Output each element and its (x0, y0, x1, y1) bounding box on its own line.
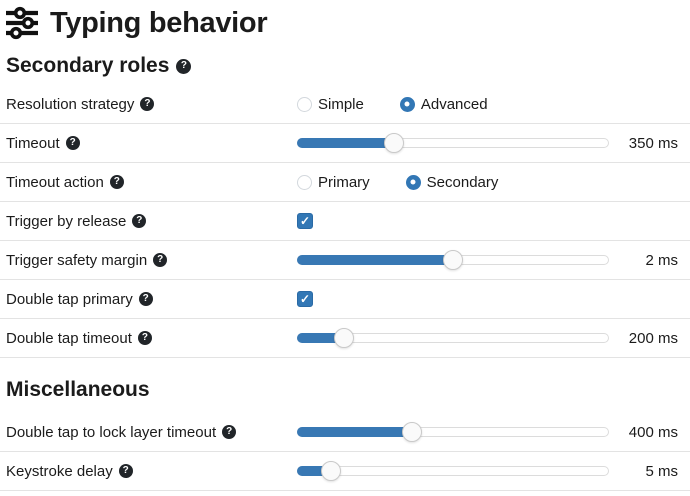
help-icon[interactable]: ? (222, 425, 237, 439)
row-label: Double tap timeout (6, 329, 132, 347)
slider-fill (297, 255, 453, 265)
row-label: Trigger safety margin (6, 251, 148, 269)
slider-thumb[interactable] (333, 328, 354, 348)
row-label: Resolution strategy (6, 95, 135, 113)
radio-option-secondary[interactable]: Secondary (405, 173, 499, 191)
section-heading-secondary-roles: Secondary roles ? (0, 54, 690, 78)
resolution-strategy-radio-group: Simple Advanced (297, 96, 611, 113)
help-icon[interactable]: ? (132, 214, 147, 228)
slider-fill (297, 333, 344, 343)
timeout-action-radio-group: Primary Secondary (297, 174, 611, 191)
page-title: Typing behavior (50, 6, 268, 39)
help-icon[interactable]: ? (176, 58, 192, 74)
radio-label: Secondary (426, 173, 499, 191)
radio-icon[interactable] (297, 174, 312, 190)
trigger-by-release-checkbox[interactable] (297, 213, 313, 229)
slider-thumb[interactable] (402, 422, 423, 442)
radio-label: Primary (318, 173, 370, 191)
row-label: Double tap primary (6, 290, 133, 308)
help-icon[interactable]: ? (118, 464, 133, 478)
slider-fill (297, 138, 394, 148)
section-heading-miscellaneous: Miscellaneous (0, 378, 690, 402)
timeout-slider[interactable] (297, 133, 609, 153)
help-icon[interactable]: ? (65, 136, 80, 150)
help-icon[interactable]: ? (153, 253, 168, 267)
row-double-tap-timeout: Double tap timeout ? 200 ms (0, 319, 690, 358)
row-timeout-action: Timeout action ? Primary Secondary (0, 163, 690, 202)
double-tap-timeout-value: 200 ms (628, 329, 678, 347)
keystroke-delay-slider[interactable] (297, 461, 609, 481)
help-icon[interactable]: ? (137, 331, 152, 345)
radio-icon[interactable] (297, 96, 312, 112)
row-resolution-strategy: Resolution strategy ? Simple Advanced (0, 85, 690, 124)
section-title: Secondary roles (6, 54, 170, 77)
help-icon[interactable]: ? (109, 175, 124, 189)
slider-track[interactable] (297, 466, 609, 476)
help-icon[interactable]: ? (140, 97, 155, 111)
radio-label: Advanced (420, 95, 488, 113)
slider-fill (297, 466, 332, 476)
row-keystroke-delay: Keystroke delay ? 5 ms (0, 452, 690, 491)
row-trigger-by-release: Trigger by release ? (0, 202, 690, 241)
slider-thumb[interactable] (383, 133, 404, 153)
radio-option-advanced[interactable]: Advanced (399, 95, 488, 113)
radio-option-simple[interactable]: Simple (297, 96, 364, 113)
double-tap-primary-checkbox[interactable] (297, 291, 313, 307)
slider-thumb[interactable] (443, 250, 463, 270)
row-double-tap-lock-layer-timeout: Double tap to lock layer timeout ? 400 m… (0, 413, 690, 452)
row-label: Timeout action (6, 173, 104, 191)
timeout-value: 350 ms (628, 134, 678, 152)
row-trigger-safety-margin: Trigger safety margin ? 2 ms (0, 241, 690, 280)
radio-icon[interactable] (405, 174, 421, 190)
help-icon[interactable]: ? (138, 292, 153, 306)
radio-icon[interactable] (399, 96, 415, 112)
page-header: Typing behavior (0, 4, 690, 42)
double-tap-lock-layer-timeout-slider[interactable] (297, 422, 609, 442)
keystroke-delay-value: 5 ms (645, 462, 678, 480)
sliders-icon (4, 6, 40, 40)
trigger-safety-margin-value: 2 ms (645, 251, 678, 269)
slider-fill (297, 427, 413, 437)
double-tap-lock-layer-timeout-value: 400 ms (628, 423, 678, 441)
row-timeout: Timeout ? 350 ms (0, 124, 690, 163)
row-double-tap-primary: Double tap primary ? (0, 280, 690, 319)
slider-thumb[interactable] (321, 461, 342, 481)
trigger-safety-margin-slider[interactable] (297, 250, 609, 270)
row-label: Keystroke delay (6, 462, 113, 480)
section-title: Miscellaneous (6, 378, 150, 401)
row-label: Double tap to lock layer timeout (6, 423, 217, 441)
double-tap-timeout-slider[interactable] (297, 328, 609, 348)
radio-option-primary[interactable]: Primary (297, 174, 370, 191)
row-label: Timeout (6, 134, 60, 152)
radio-label: Simple (318, 95, 364, 113)
row-label: Trigger by release (6, 212, 127, 230)
